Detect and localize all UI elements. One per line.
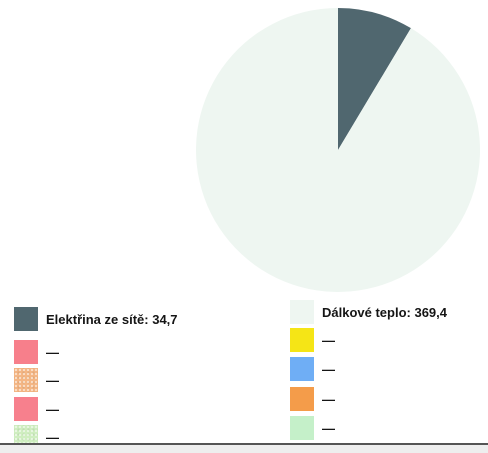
legend-item-3: — bbox=[14, 340, 59, 364]
pie-chart bbox=[195, 8, 481, 293]
legend-label: — bbox=[322, 420, 335, 436]
legend-swatch bbox=[290, 328, 314, 352]
legend-item-dalkove-teplo: Dálkové teplo: 369,4 bbox=[290, 300, 447, 324]
legend-label: Dálkové teplo: 369,4 bbox=[322, 304, 447, 320]
legend-label: — bbox=[46, 429, 59, 445]
legend-label: Elektřina ze sítě: 34,7 bbox=[46, 311, 178, 327]
legend-item-7: — bbox=[14, 397, 59, 421]
legend-item-4: — bbox=[290, 328, 335, 352]
bottom-rule bbox=[0, 443, 488, 453]
legend-swatch bbox=[14, 397, 38, 421]
legend-item-6: — bbox=[290, 357, 335, 381]
legend-swatch bbox=[290, 300, 314, 324]
legend-swatch bbox=[290, 387, 314, 411]
legend-swatch bbox=[14, 307, 38, 331]
legend-swatch bbox=[290, 416, 314, 440]
legend-item-elektrina: Elektřina ze sítě: 34,7 bbox=[14, 307, 178, 331]
legend-swatch bbox=[14, 340, 38, 364]
pie-slice-1 bbox=[195, 8, 481, 293]
legend-swatch bbox=[290, 357, 314, 381]
legend-label: — bbox=[322, 332, 335, 348]
legend-swatch bbox=[14, 368, 38, 392]
legend-item-10: — bbox=[290, 416, 335, 440]
legend-item-8: — bbox=[290, 387, 335, 411]
pie-slices bbox=[195, 8, 481, 293]
legend-label: — bbox=[322, 361, 335, 377]
legend-label: — bbox=[46, 344, 59, 360]
pie-slice-0 bbox=[338, 8, 411, 150]
legend-label: — bbox=[46, 372, 59, 388]
legend-label: — bbox=[322, 391, 335, 407]
legend-item-5: — bbox=[14, 368, 59, 392]
legend-label: — bbox=[46, 401, 59, 417]
